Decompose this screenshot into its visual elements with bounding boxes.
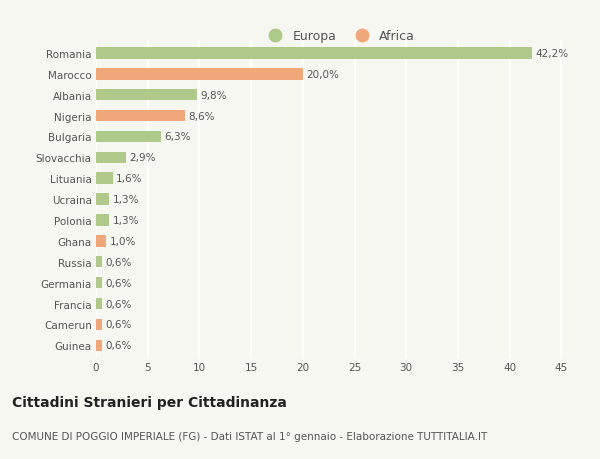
Text: COMUNE DI POGGIO IMPERIALE (FG) - Dati ISTAT al 1° gennaio - Elaborazione TUTTIT: COMUNE DI POGGIO IMPERIALE (FG) - Dati I… bbox=[12, 431, 487, 442]
Legend: Europa, Africa: Europa, Africa bbox=[258, 25, 420, 48]
Text: 8,6%: 8,6% bbox=[188, 112, 215, 121]
Text: 9,8%: 9,8% bbox=[200, 90, 227, 101]
Bar bbox=[96, 194, 109, 205]
Bar bbox=[96, 340, 102, 351]
Text: 42,2%: 42,2% bbox=[535, 49, 569, 59]
Bar bbox=[96, 131, 161, 143]
Bar bbox=[96, 277, 102, 289]
Bar bbox=[96, 319, 102, 330]
Text: 0,6%: 0,6% bbox=[106, 257, 131, 267]
Text: 0,6%: 0,6% bbox=[106, 319, 131, 330]
Text: 1,3%: 1,3% bbox=[113, 216, 139, 225]
Bar bbox=[96, 111, 185, 122]
Bar bbox=[96, 152, 126, 164]
Bar bbox=[96, 90, 197, 101]
Text: 1,6%: 1,6% bbox=[116, 174, 142, 184]
Bar bbox=[96, 173, 113, 185]
Text: 6,3%: 6,3% bbox=[164, 132, 191, 142]
Bar bbox=[96, 215, 109, 226]
Text: 0,6%: 0,6% bbox=[106, 299, 131, 309]
Text: 20,0%: 20,0% bbox=[306, 70, 339, 80]
Text: 0,6%: 0,6% bbox=[106, 341, 131, 351]
Bar bbox=[96, 48, 532, 60]
Text: 1,0%: 1,0% bbox=[109, 236, 136, 246]
Bar bbox=[96, 235, 106, 247]
Text: 0,6%: 0,6% bbox=[106, 278, 131, 288]
Text: 1,3%: 1,3% bbox=[113, 195, 139, 205]
Bar bbox=[96, 298, 102, 309]
Text: 2,9%: 2,9% bbox=[129, 153, 155, 163]
Text: Cittadini Stranieri per Cittadinanza: Cittadini Stranieri per Cittadinanza bbox=[12, 395, 287, 409]
Bar bbox=[96, 69, 303, 80]
Bar bbox=[96, 257, 102, 268]
